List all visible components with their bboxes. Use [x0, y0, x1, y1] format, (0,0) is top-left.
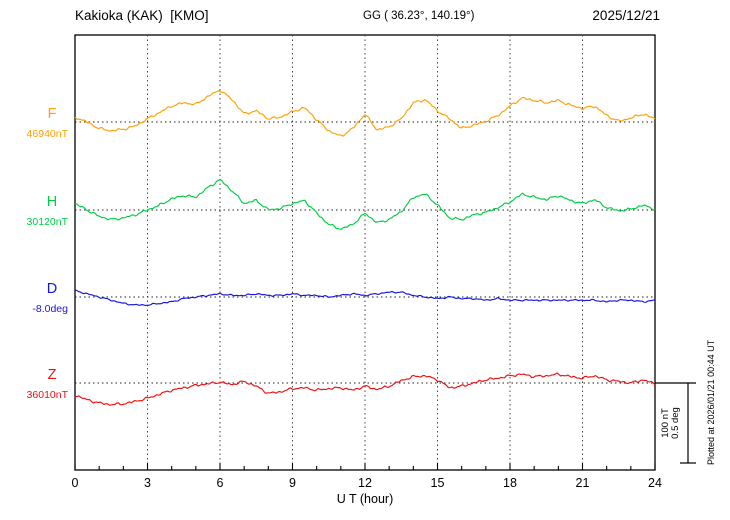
channel-label-H: H [47, 194, 57, 210]
scale-label-nt: 100 nT [660, 408, 671, 438]
x-tick-label: 6 [217, 476, 224, 490]
channel-label-F: F [48, 106, 57, 122]
series-F-trace [74, 90, 656, 137]
x-tick-label: 3 [144, 476, 151, 490]
x-tick-label: 0 [72, 476, 79, 490]
scale-label-deg: 0.5 deg [670, 407, 681, 439]
x-tick-label: 21 [576, 476, 590, 490]
series-D-trace [74, 289, 656, 306]
channel-baseline-value-F: 46940nT [27, 128, 69, 140]
x-tick-label: 15 [431, 476, 445, 490]
geographic-coords: GG ( 36.23°, 140.19°) [363, 10, 475, 22]
plot-date: 2025/12/21 [592, 8, 660, 23]
x-tick-label: 12 [358, 476, 372, 490]
x-tick-label: 18 [503, 476, 517, 490]
plotted-timestamp: Plotted at 2026/01/21 00:44 UT [706, 339, 716, 465]
x-tick-label: 24 [648, 476, 662, 490]
x-axis-label: U T (hour) [336, 492, 394, 506]
channel-baseline-value-Z: 36010nT [27, 389, 69, 401]
channel-baseline-value-H: 30120nT [27, 216, 69, 228]
series-H-trace [74, 178, 656, 230]
channel-label-Z: Z [48, 367, 57, 383]
station-title: Kakioka (KAK) [KMO] [75, 8, 209, 23]
series-Z-trace [74, 372, 656, 406]
x-tick-label: 9 [289, 476, 296, 490]
channel-baseline-value-D: -8.0deg [32, 303, 68, 315]
channel-label-D: D [47, 281, 57, 297]
